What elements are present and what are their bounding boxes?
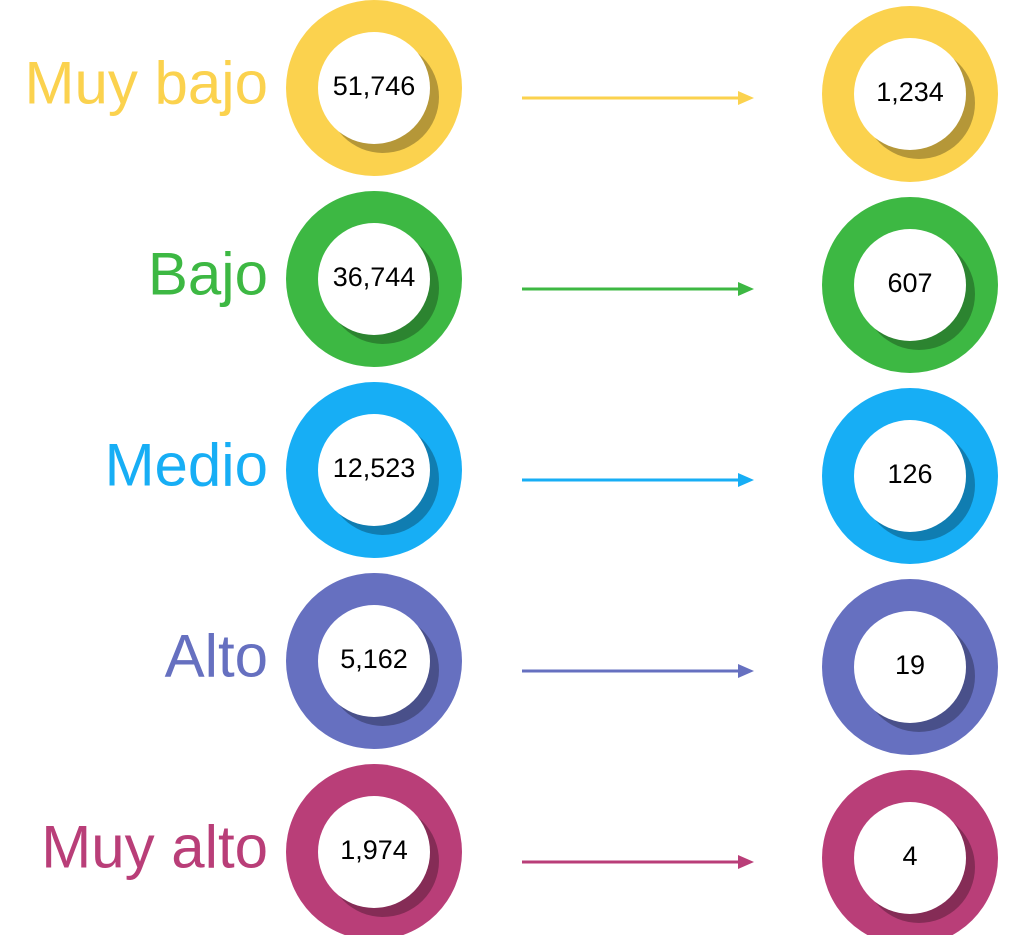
count: 51,746 <box>333 71 416 101</box>
ring-hole <box>318 32 430 144</box>
level-label: Medio <box>105 432 268 499</box>
ring-hole <box>854 611 966 723</box>
level-label: Muy alto <box>41 814 268 881</box>
count: 1,974 <box>340 835 408 865</box>
count: 12,523 <box>333 453 416 483</box>
ring-hole <box>854 38 966 150</box>
ring-hole <box>318 605 430 717</box>
ring-hole <box>854 802 966 914</box>
count: 1,234 <box>876 77 944 107</box>
count: 126 <box>887 459 932 489</box>
row: Muy alto 1,974 4 <box>41 764 998 935</box>
ring-hole <box>318 796 430 908</box>
count: 607 <box>887 268 932 298</box>
level-label: Alto <box>165 623 268 690</box>
arrow-head <box>738 855 754 869</box>
row: Alto 5,162 19 <box>165 573 998 755</box>
ring-hole <box>854 420 966 532</box>
count: 5,162 <box>340 644 408 674</box>
arrow-head <box>738 473 754 487</box>
ring-hole <box>854 229 966 341</box>
level-label: Muy bajo <box>25 50 268 117</box>
arrow-head <box>738 91 754 105</box>
ring-hole <box>318 414 430 526</box>
count: 36,744 <box>333 262 416 292</box>
row: Muy bajo 51,746 1,234 <box>25 0 998 182</box>
row: Bajo 36,744 607 <box>148 191 998 373</box>
level-label: Bajo <box>148 241 268 308</box>
arrow-head <box>738 282 754 296</box>
count: 19 <box>895 650 925 680</box>
ring-hole <box>318 223 430 335</box>
count: 4 <box>902 841 917 871</box>
row: Medio 12,523 126 <box>105 382 998 564</box>
arrow-head <box>738 664 754 678</box>
